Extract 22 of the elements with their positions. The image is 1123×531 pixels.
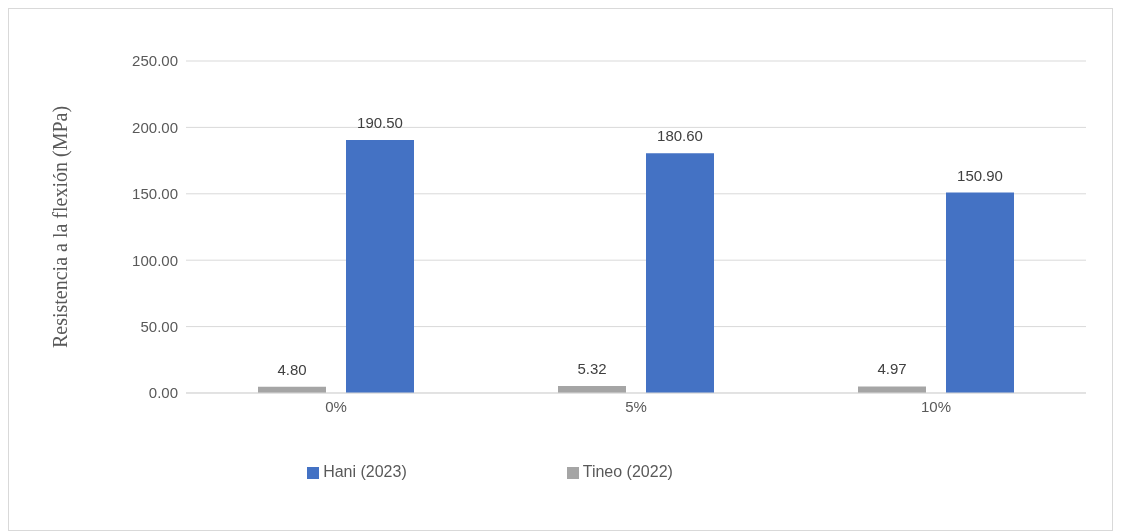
bar (646, 153, 714, 393)
bar (346, 140, 414, 393)
data-label: 4.80 (277, 360, 307, 378)
data-label: 190.50 (357, 114, 403, 132)
bar (858, 386, 926, 393)
data-label: 5.32 (577, 359, 607, 377)
data-label: 4.97 (877, 360, 907, 378)
legend-label: Hani (2023) (323, 463, 407, 480)
y-tick-label: 200.00 (132, 118, 178, 136)
x-tick-label: 0% (325, 397, 347, 415)
y-axis-title: Resistencia a la flexión (MPa) (49, 105, 73, 349)
y-tick-label: 100.00 (132, 251, 178, 269)
data-label: 180.60 (657, 127, 703, 145)
x-tick-label: 5% (625, 397, 647, 415)
y-tick-label: 250.00 (132, 52, 178, 70)
y-tick-label: 0.00 (148, 384, 178, 402)
bar (946, 192, 1014, 393)
x-tick-label: 10% (920, 397, 952, 415)
y-tick-label: 150.00 (132, 185, 178, 203)
legend-label: Tineo (2022) (582, 463, 673, 480)
data-label: 150.90 (957, 166, 1003, 184)
y-tick-label: 50.00 (140, 317, 178, 335)
